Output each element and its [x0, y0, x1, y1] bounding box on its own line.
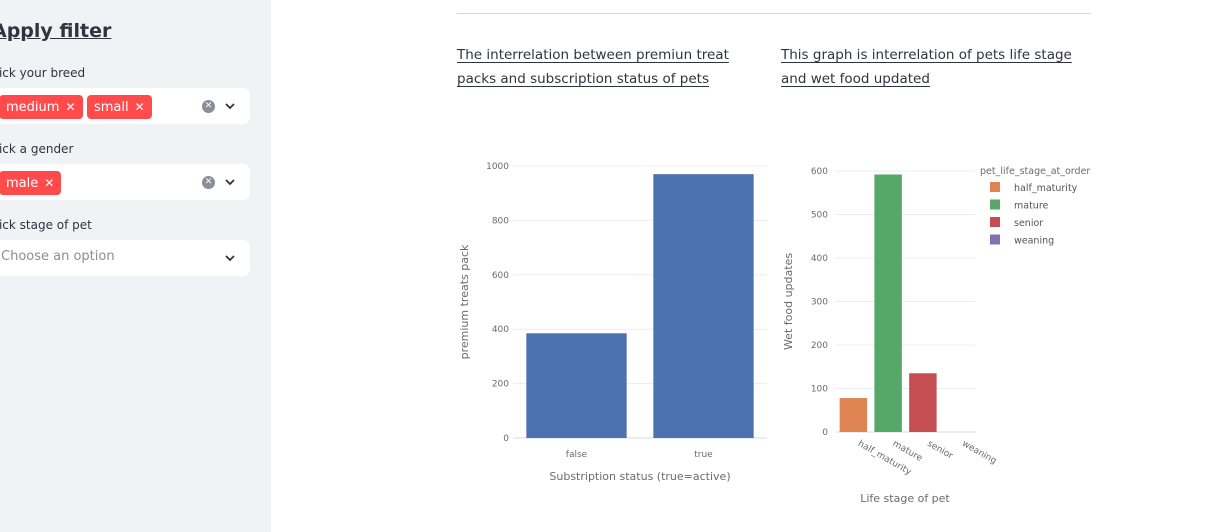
- stage-select[interactable]: Choose an option: [0, 240, 250, 276]
- tag-label: small: [94, 100, 129, 115]
- bar-mature: [874, 174, 902, 433]
- sidebar-title: Apply filter: [0, 20, 112, 42]
- chart-premium-treats: 0 200 400 600 800 1000 false true Substription s…: [458, 162, 767, 483]
- legend-item: senior: [1014, 218, 1043, 229]
- bar-false: [526, 333, 627, 438]
- gender-tag-male[interactable]: male ✕: [0, 171, 62, 195]
- heading-right: This graph is interrelation of pets life…: [781, 47, 1072, 87]
- breed-tag-medium[interactable]: medium ✕: [0, 95, 83, 119]
- y-tick-label: 0: [822, 428, 828, 438]
- legend-swatch: [990, 234, 1000, 245]
- bar-true: [653, 174, 754, 438]
- x-tick-label: weaning: [960, 439, 998, 467]
- y-tick-label: 300: [811, 298, 828, 308]
- legend-item: half_maturity: [1014, 183, 1078, 194]
- y-tick-label: 200: [492, 380, 509, 390]
- x-tick-label: true: [694, 450, 713, 460]
- remove-tag-icon[interactable]: ✕: [44, 176, 55, 190]
- chevron-down-icon[interactable]: [224, 176, 236, 188]
- y-tick-label: 800: [492, 216, 509, 226]
- bar-half_maturity: [839, 398, 868, 432]
- legend-item: mature: [1014, 201, 1049, 212]
- breed-label: Pick your breed: [0, 66, 86, 80]
- legend-swatch: [990, 182, 1000, 192]
- clear-all-icon[interactable]: ✕: [202, 100, 215, 113]
- heading-left: The interrelation between premiun treat …: [457, 47, 729, 87]
- clear-all-icon[interactable]: ✕: [202, 176, 215, 189]
- y-axis-label: Wet food updates: [782, 253, 795, 350]
- legend-title: pet_life_stage_at_order: [980, 166, 1090, 177]
- y-tick-label: 600: [492, 271, 509, 281]
- tag-label: medium: [6, 100, 60, 115]
- y-tick-label: 100: [811, 385, 828, 395]
- stage-placeholder: Choose an option: [1, 249, 115, 264]
- tag-label: male: [6, 176, 39, 191]
- x-tick-label: false: [566, 450, 588, 460]
- breed-tag-small[interactable]: small ✕: [87, 95, 152, 119]
- y-tick-label: 600: [811, 167, 828, 177]
- y-tick-label: 1000: [486, 162, 509, 172]
- gender-multiselect[interactable]: male ✕ ✕: [0, 164, 250, 200]
- remove-tag-icon[interactable]: ✕: [134, 100, 145, 114]
- remove-tag-icon[interactable]: ✕: [65, 100, 76, 114]
- bar-senior: [909, 373, 937, 432]
- stage-label: Pick stage of pet: [0, 218, 92, 232]
- gender-label: Pick a gender: [0, 142, 74, 156]
- legend-swatch: [990, 199, 1000, 210]
- y-tick-label: 400: [811, 254, 828, 264]
- divider: [457, 13, 1091, 14]
- y-tick-label: 500: [811, 211, 828, 221]
- legend-swatch: [990, 217, 1000, 227]
- x-tick-label: senior: [925, 439, 954, 462]
- sidebar: Apply filter Pick your breed medium ✕ sma…: [0, 0, 271, 532]
- y-axis-label: premium treats pack: [458, 244, 471, 359]
- chevron-down-icon[interactable]: [224, 252, 236, 264]
- y-tick-label: 400: [492, 325, 509, 335]
- breed-multiselect[interactable]: medium ✕ small ✕ ✕: [0, 88, 250, 124]
- x-axis-label: Substription status (true=active): [549, 470, 730, 483]
- y-tick-label: 0: [503, 434, 509, 444]
- legend-item: weaning: [1014, 236, 1054, 247]
- y-tick-label: 200: [811, 341, 828, 351]
- x-axis-label: Life stage of pet: [860, 492, 950, 505]
- chevron-down-icon[interactable]: [224, 100, 236, 112]
